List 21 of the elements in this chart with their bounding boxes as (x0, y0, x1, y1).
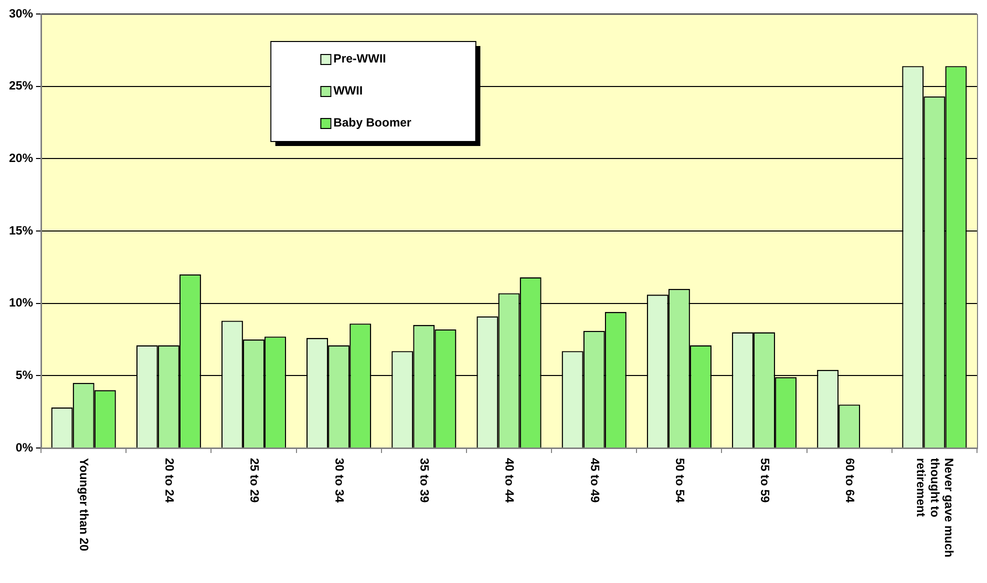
x-tick-label: 50 to 54 (672, 458, 687, 504)
y-tick-label: 25% (8, 78, 34, 93)
x-tick-label: 35 to 39 (418, 458, 432, 504)
x-tick-label: 40 to 44 (502, 458, 517, 504)
y-tick-label: 30% (8, 6, 34, 20)
x-tick-label: 55 to 59 (758, 458, 772, 504)
x-tick-label: Younger than 20 (77, 458, 92, 552)
x-tick-label: 45 to 49 (588, 458, 602, 504)
legend-label: Baby Boomer (333, 115, 412, 130)
legend-label: WWII (333, 83, 363, 98)
legend-label: Pre-WWII (333, 51, 386, 66)
y-tick-label: 5% (16, 368, 34, 382)
x-tick-label: 60 to 64 (843, 458, 858, 504)
x-tick-label: 20 to 24 (162, 458, 176, 504)
y-tick-label: 20% (8, 150, 34, 165)
y-tick-label: 10% (8, 296, 34, 310)
x-tick-label: 30 to 34 (332, 458, 347, 504)
y-tick-label: 15% (8, 223, 34, 238)
x-tick-label: 25 to 29 (247, 458, 262, 504)
y-tick-label: 0% (16, 440, 34, 454)
x-tick-label: Never gave much thought to retirement (914, 458, 956, 558)
